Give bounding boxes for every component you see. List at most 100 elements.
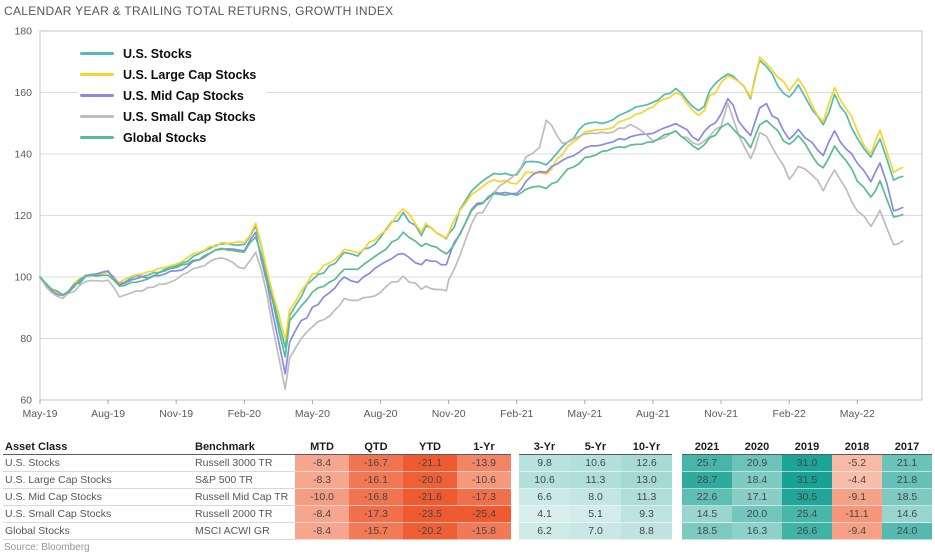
value-cell: -8.4 [295,455,349,472]
value-cell: -20.0 [403,472,457,489]
table-header-benchmark: Benchmark [193,440,295,455]
table-header-gap [511,440,519,454]
table-header-2019: 2019 [782,440,832,455]
value-cell: -9.1 [832,489,882,506]
value-cell: 9.8 [519,455,570,472]
value-cell: -23.5 [403,506,457,523]
value-cell: -15.8 [457,523,511,540]
value-cell: 13.0 [621,472,672,489]
x-axis-label: Feb-22 [773,408,806,420]
row-gap-cell [672,523,682,539]
series-line-u-s-small-cap-stocks [39,102,904,391]
value-cell: 11.3 [621,489,672,506]
legend-item: U.S. Large Cap Stocks [80,64,256,85]
row-gap-cell [511,455,519,471]
row-gap-cell [672,489,682,505]
legend-line-swatch-icon [80,136,114,139]
table-header-1-yr: 1-Yr [457,440,511,455]
value-cell: -9.4 [832,523,882,540]
y-axis-label: 60 [20,395,32,407]
table-header-ytd: YTD [403,440,457,455]
value-cell: -13.9 [457,455,511,472]
table-header-5-yr: 5-Yr [570,440,621,455]
value-cell: 10.6 [519,472,570,489]
source-note: Source: Bloomberg [4,542,90,553]
asset-class-cell: U.S. Large Cap Stocks [3,472,193,489]
series-line-global-stocks [39,119,904,358]
value-cell: 20.9 [732,455,782,472]
value-cell: 7.0 [570,523,621,540]
value-cell: -16.7 [349,455,403,472]
table-header-qtd: QTD [349,440,403,455]
x-axis-label: Aug-19 [91,408,125,420]
value-cell: -8.4 [295,506,349,523]
value-cell: 20.0 [732,506,782,523]
value-cell: -21.1 [403,455,457,472]
x-axis-label: Aug-21 [636,408,670,420]
value-cell: -15.7 [349,523,403,540]
value-cell: -25.4 [457,506,511,523]
x-axis-label: Nov-19 [159,408,193,420]
legend-line-swatch-icon [80,115,114,118]
value-cell: -4.4 [832,472,882,489]
value-cell: -21.6 [403,489,457,506]
x-axis-label: May-20 [295,408,330,420]
table-header-asset-class: Asset Class [3,440,193,455]
y-axis-label: 100 [14,272,32,284]
chart-legend: U.S. Stocks U.S. Large Cap Stocks U.S. Mid… [78,41,267,150]
value-cell: 9.3 [621,506,672,523]
value-cell: 4.1 [519,506,570,523]
table-header-10-yr: 10-Yr [621,440,672,455]
value-cell: 18.4 [732,472,782,489]
value-cell: 25.7 [682,455,732,472]
table-header-2021: 2021 [682,440,732,455]
row-gap-cell [511,472,519,488]
value-cell: 26.6 [782,523,832,540]
legend-item: U.S. Mid Cap Stocks [80,85,256,106]
x-axis-label: Feb-21 [500,408,533,420]
legend-line-swatch-icon [80,73,114,76]
value-cell: 21.1 [882,455,932,472]
asset-class-cell: Global Stocks [3,523,193,540]
table-header-gap [672,440,682,454]
value-cell: 14.6 [882,506,932,523]
value-cell: 22.6 [682,489,732,506]
row-gap-cell [672,472,682,488]
page-title: CALENDAR YEAR & TRAILING TOTAL RETURNS, … [4,4,394,18]
value-cell: 24.0 [882,523,932,540]
benchmark-cell: Russell Mid Cap TR [193,489,295,506]
asset-class-cell: U.S. Stocks [3,455,193,472]
legend-line-swatch-icon [80,94,114,97]
x-axis-label: May-19 [22,408,57,420]
value-cell: 8.0 [570,489,621,506]
value-cell: 6.6 [519,489,570,506]
value-cell: 18.5 [882,489,932,506]
value-cell: 18.5 [682,523,732,540]
legend-item: U.S. Stocks [80,43,256,64]
asset-class-cell: U.S. Small Cap Stocks [3,506,193,523]
x-axis-label: May-21 [567,408,602,420]
value-cell: -17.3 [349,506,403,523]
value-cell: 14.5 [682,506,732,523]
value-cell: 21.8 [882,472,932,489]
row-gap-cell [511,506,519,522]
value-cell: 28.7 [682,472,732,489]
y-axis-label: 80 [20,333,32,345]
asset-class-cell: U.S. Mid Cap Stocks [3,489,193,506]
value-cell: 31.5 [782,472,832,489]
legend-line-swatch-icon [80,52,114,55]
value-cell: 12.6 [621,455,672,472]
x-axis-label: Feb-20 [228,408,261,420]
benchmark-cell: Russell 2000 TR [193,506,295,523]
value-cell: -20.2 [403,523,457,540]
table-header-2020: 2020 [732,440,782,455]
x-axis-label: Nov-20 [432,408,466,420]
returns-table: Asset Class Benchmark MTD QTD YTD 1-Yr 3-Yr 5-Y… [3,440,932,540]
value-cell: 8.8 [621,523,672,540]
line-chart: 180 160 140 120 100 80 60 May-19 Aug-19 Nov-19 Feb… [14,26,923,420]
table-header-mtd: MTD [295,440,349,455]
table-header-2017: 2017 [882,440,932,455]
y-axis-label: 120 [14,210,32,222]
x-axis-label: May-22 [840,408,875,420]
